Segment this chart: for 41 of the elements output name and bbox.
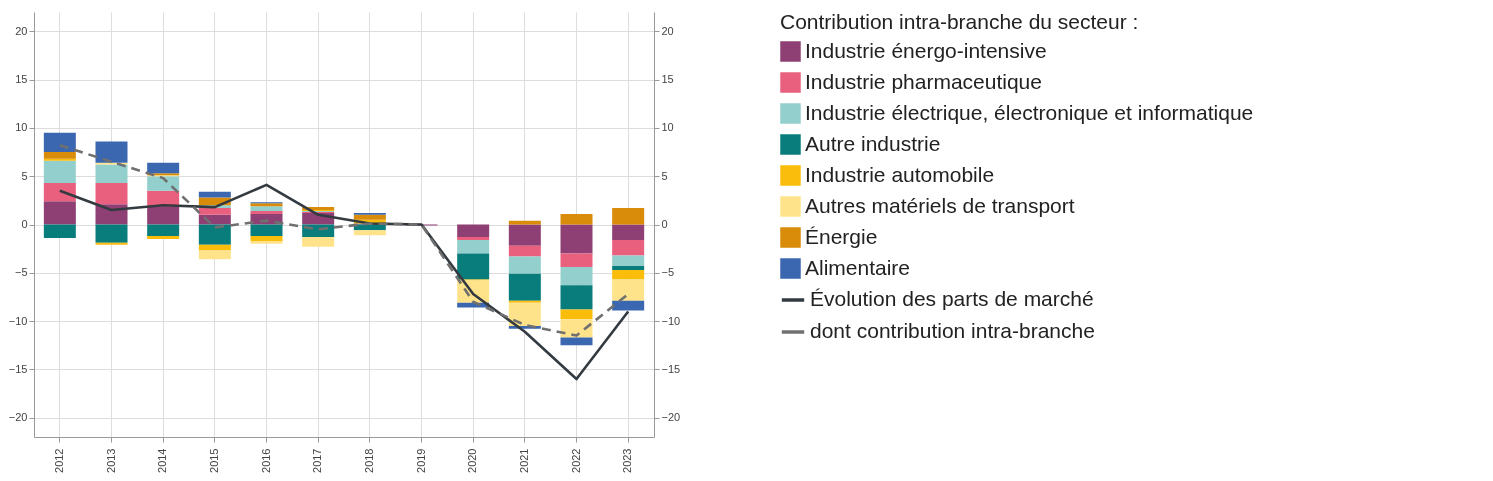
y2-tick-label: 0 (661, 218, 668, 230)
x-tick-label: 2013 (104, 448, 117, 473)
x-tick-label: 2017 (311, 448, 324, 473)
y2-tick-label: −20 (661, 411, 681, 424)
y2-tick-label: 15 (661, 73, 674, 86)
legend-label: Industrie automobile (805, 162, 995, 186)
x-tick-label: 2014 (156, 448, 169, 473)
y2-tick-label: −15 (661, 362, 681, 375)
x-tick-label: 2012 (52, 448, 65, 473)
x-tick-label: 2019 (414, 448, 427, 473)
legend-label: Industrie électrique, électronique et informatique (805, 100, 1254, 124)
legend-label: dont contribution intra-branche (810, 319, 1095, 342)
x-tick-label: 2015 (207, 448, 220, 473)
legend-label: Énergie (805, 224, 878, 248)
y-tick-label: −20 (8, 411, 28, 424)
y-tick-label: −15 (8, 362, 28, 375)
legend-label: Industrie pharmaceutique (805, 69, 1042, 93)
legend-label: Autre industrie (805, 131, 941, 155)
y-tick-label: 5 (21, 169, 28, 182)
legend-label: Alimentaire (805, 255, 911, 279)
y-tick-label: −10 (8, 314, 28, 327)
y2-tick-label: −10 (661, 314, 681, 327)
y-tick-label: 10 (15, 121, 28, 134)
legend-label: Autres matériels de transport (805, 193, 1075, 217)
legend-label: Évolution des parts de marché (810, 287, 1094, 310)
x-tick-label: 2023 (621, 448, 634, 473)
legend-label: Industrie énergo-intensive (805, 38, 1047, 62)
x-tick-label: 2020 (466, 448, 479, 473)
y-tick-label: 20 (15, 24, 28, 37)
y2-tick-label: 5 (661, 169, 668, 182)
x-tick-label: 2022 (569, 448, 582, 473)
y2-tick-label: −5 (661, 266, 675, 279)
legend-title: Contribution intra-branche du secteur : (780, 10, 1139, 33)
y-tick-label: 15 (15, 73, 28, 86)
y2-tick-label: 20 (661, 24, 674, 37)
x-tick-label: 2018 (362, 448, 375, 473)
x-tick-label: 2016 (259, 448, 272, 473)
y2-tick-label: 10 (661, 121, 674, 134)
y-tick-label: −5 (14, 266, 28, 279)
x-tick-label: 2021 (517, 448, 530, 473)
y-tick-label: 0 (21, 218, 28, 230)
